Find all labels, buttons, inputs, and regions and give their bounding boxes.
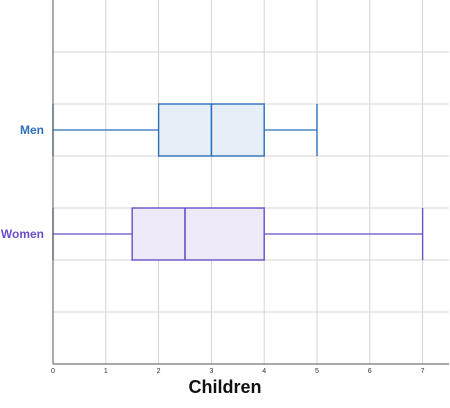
axes bbox=[52, 0, 449, 365]
box-men: Men bbox=[20, 103, 318, 157]
x-tick-label: 4 bbox=[262, 368, 266, 375]
category-label: Men bbox=[20, 123, 44, 137]
box-iqr bbox=[131, 207, 265, 261]
box-women: Women bbox=[1, 207, 424, 261]
x-tick-label: 1 bbox=[104, 368, 108, 375]
x-tick-label: 5 bbox=[315, 368, 319, 375]
x-tick-label: 7 bbox=[421, 368, 425, 375]
x-tick-label: 3 bbox=[209, 368, 213, 375]
x-axis-title: Children bbox=[188, 377, 261, 397]
x-tick-label: 2 bbox=[157, 368, 161, 375]
grid-lines bbox=[52, 0, 449, 364]
x-tick-label: 6 bbox=[368, 368, 372, 375]
category-label: Women bbox=[1, 227, 44, 241]
x-tick-label: 0 bbox=[51, 368, 55, 375]
x-tick-labels: 0 1 2 3 4 5 6 7 bbox=[51, 368, 425, 375]
box-series: Men Women bbox=[1, 103, 424, 261]
